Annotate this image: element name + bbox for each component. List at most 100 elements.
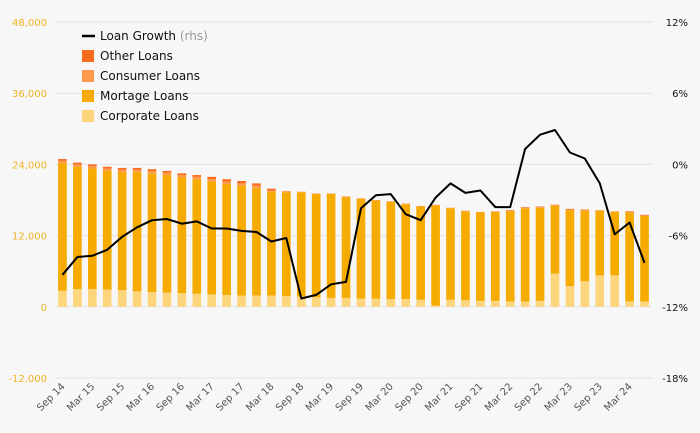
bar-mortage-loans-18 (326, 194, 336, 298)
bar-mortage-loans-39 (640, 216, 649, 302)
bar-other-loans-2 (87, 164, 97, 167)
left-axis-tick: 24,000 (12, 160, 47, 171)
bar-consumer-loans-32 (535, 207, 545, 208)
x-axis-tick: Sep 19 (334, 381, 366, 413)
bar-consumer-loans-21 (371, 200, 381, 201)
bar-corporate-loans-19 (341, 297, 351, 307)
bar-other-loans-1 (73, 162, 82, 165)
bar-other-loans-30 (505, 210, 515, 211)
bar-corporate-loans-16 (296, 296, 306, 307)
bar-consumer-loans-9 (192, 176, 202, 180)
bar-consumer-loans-37 (610, 211, 620, 212)
bar-corporate-loans-1 (73, 289, 82, 307)
x-axis-tick: Sep 22 (513, 381, 545, 413)
right-axis-tick: 0% (672, 160, 688, 171)
bar-corporate-loans-34 (565, 286, 575, 307)
bar-corporate-loans-6 (147, 291, 157, 307)
bar-mortage-loans-27 (461, 211, 470, 301)
bar-other-loans-4 (117, 167, 127, 170)
bar-consumer-loans-15 (282, 191, 291, 193)
legend-note: (rhs) (176, 29, 208, 43)
left-axis-tick: -12,000 (8, 374, 47, 385)
bar-consumer-loans-16 (296, 191, 306, 193)
bar-corporate-loans-4 (117, 290, 127, 307)
bar-corporate-loans-3 (102, 289, 112, 307)
x-axis-tick: Sep 14 (35, 381, 67, 413)
bar-consumer-loans-22 (386, 201, 396, 202)
bar-mortage-loans-12 (237, 185, 246, 296)
x-axis-tick: Mar 18 (244, 381, 276, 413)
bar-mortage-loans-7 (162, 175, 172, 293)
bar-consumer-loans-18 (326, 193, 336, 195)
bar-other-loans-11 (222, 179, 231, 182)
x-axis-tick: Sep 17 (214, 381, 246, 413)
x-axis-tick: Mar 24 (602, 381, 634, 413)
bar-other-loans-3 (102, 166, 112, 169)
legend-label-consumer-loans: Consumer Loans (100, 69, 200, 83)
right-axis-tick: -12% (662, 303, 688, 314)
bar-mortage-loans-5 (132, 172, 142, 292)
bar-other-loans-33 (550, 204, 560, 206)
bar-consumer-loans-31 (520, 207, 530, 209)
bar-corporate-loans-38 (625, 301, 634, 307)
bar-mortage-loans-29 (490, 211, 500, 301)
bar-corporate-loans-28 (476, 300, 485, 307)
bar-other-loans-9 (192, 175, 202, 177)
bar-mortage-loans-14 (267, 191, 276, 296)
right-axis-tick: -6% (669, 232, 688, 243)
bar-consumer-loans-12 (237, 183, 246, 186)
bar-other-loans-10 (207, 176, 217, 180)
legend-label-loan-growth: Loan Growth (rhs) (100, 29, 208, 43)
bar-other-loans-7 (162, 170, 172, 173)
bar-mortage-loans-2 (87, 168, 97, 289)
bar-consumer-loans-39 (640, 215, 649, 217)
bar-mortage-loans-23 (401, 204, 411, 300)
x-axis-tick: Mar 23 (543, 381, 575, 413)
bar-corporate-loans-29 (490, 300, 500, 307)
x-axis-tick: Sep 20 (393, 381, 425, 413)
bar-corporate-loans-8 (177, 293, 187, 307)
legend-swatch-other-loans (82, 50, 94, 62)
legend-label-corporate-loans: Corporate Loans (100, 109, 199, 123)
bar-other-loans-5 (132, 167, 142, 170)
bar-consumer-loans-34 (565, 209, 575, 211)
bar-consumer-loans-26 (446, 207, 455, 209)
bar-corporate-loans-20 (356, 298, 366, 307)
legend-label-other-loans: Other Loans (100, 49, 173, 63)
bar-corporate-loans-18 (326, 297, 336, 307)
bar-corporate-loans-21 (371, 298, 381, 307)
bar-consumer-loans-33 (550, 205, 560, 206)
bar-consumer-loans-3 (102, 168, 112, 171)
bar-mortage-loans-8 (177, 177, 187, 294)
x-axis-tick: Sep 15 (95, 381, 127, 413)
bar-consumer-loans-38 (625, 211, 634, 213)
bar-corporate-loans-15 (282, 296, 291, 307)
legend-swatch-corporate-loans (82, 110, 94, 122)
bar-mortage-loans-36 (595, 210, 605, 276)
bar-consumer-loans-36 (595, 210, 605, 211)
bar-other-loans-38 (625, 211, 634, 212)
bar-consumer-loans-1 (73, 164, 82, 167)
bar-consumer-loans-30 (505, 210, 515, 212)
bar-corporate-loans-25 (431, 305, 440, 307)
bar-consumer-loans-27 (461, 210, 470, 212)
bar-corporate-loans-23 (401, 299, 411, 307)
bar-mortage-loans-21 (371, 200, 381, 299)
bar-corporate-loans-9 (192, 293, 202, 307)
bar-mortage-loans-30 (505, 211, 515, 302)
bar-consumer-loans-5 (132, 169, 142, 173)
right-axis-tick: 6% (672, 89, 688, 100)
legend: Loan Growth (rhs) Other Loans Consumer Loa… (82, 29, 208, 123)
bar-mortage-loans-20 (356, 198, 366, 299)
bar-consumer-loans-2 (87, 166, 97, 169)
line-group (61, 129, 646, 300)
bar-mortage-loans-11 (222, 183, 231, 295)
left-axis-tick: 48,000 (12, 18, 47, 29)
bar-corporate-loans-13 (252, 295, 261, 307)
bar-corporate-loans-36 (595, 275, 605, 307)
bar-corporate-loans-14 (267, 295, 276, 307)
bar-consumer-loans-19 (341, 196, 351, 198)
bar-mortage-loans-31 (520, 208, 530, 302)
bar-mortage-loans-26 (446, 208, 455, 300)
bar-mortage-loans-9 (192, 179, 202, 294)
